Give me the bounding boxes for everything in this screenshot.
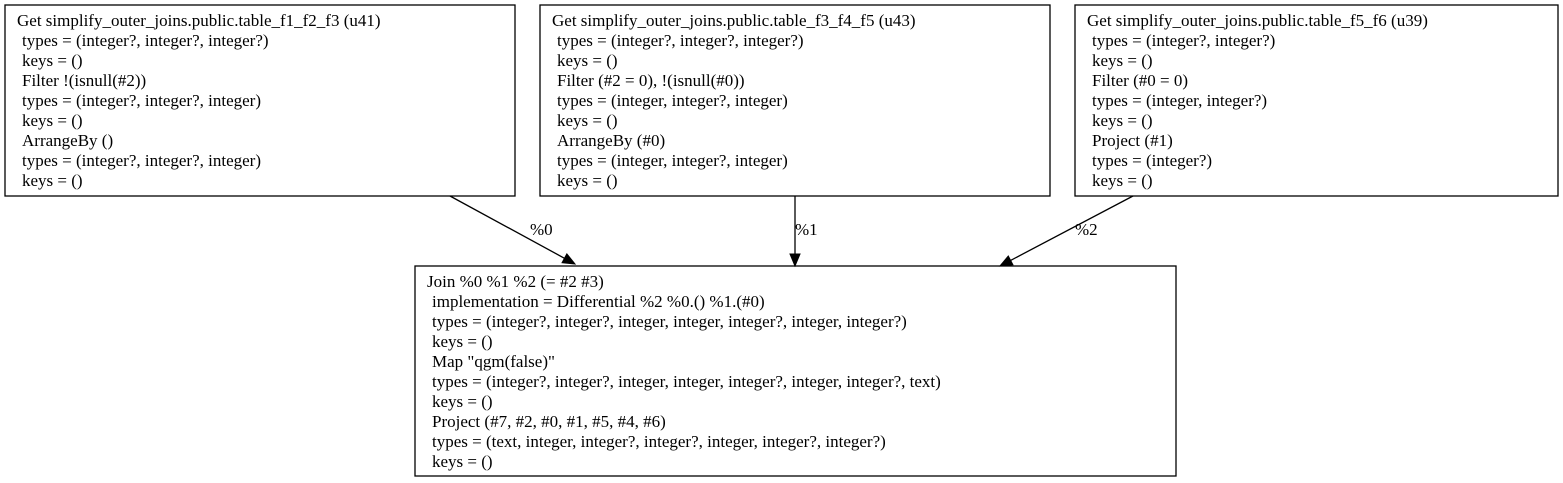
node-line: types = (integer?, integer?, integer)	[22, 91, 261, 110]
node-line: keys = ()	[557, 111, 618, 130]
node-line: keys = ()	[432, 452, 493, 471]
node-line: types = (integer?, integer?, integer, in…	[432, 312, 907, 331]
edge	[1010, 195, 1134, 261]
node-line: keys = ()	[22, 51, 83, 70]
node-line: keys = ()	[22, 171, 83, 190]
arrowhead	[561, 252, 577, 265]
node-title: Get simplify_outer_joins.public.table_f1…	[17, 11, 381, 30]
node-line: ArrangeBy (#0)	[557, 131, 665, 150]
node-line: keys = ()	[557, 51, 618, 70]
edge	[449, 195, 565, 259]
node-line: types = (integer, integer?, integer)	[557, 151, 788, 170]
node-line: types = (integer, integer?, integer)	[557, 91, 788, 110]
node-title: Join %0 %1 %2 (= #2 #3)	[427, 272, 604, 291]
node-line: Map "qgm(false)"	[432, 352, 555, 371]
node-line: keys = ()	[557, 171, 618, 190]
node-line: keys = ()	[432, 332, 493, 351]
node-line: Filter (#2 = 0), !(isnull(#0))	[557, 71, 745, 90]
node-box	[1074, 4, 1559, 197]
node-line: types = (integer?, integer?, integer?)	[557, 31, 804, 50]
edge-label: %2	[1075, 220, 1098, 239]
node-line: types = (integer?)	[1092, 151, 1212, 170]
node-line: types = (integer?, integer?)	[1092, 31, 1275, 50]
node-line: keys = ()	[1092, 111, 1153, 130]
node-title: Get simplify_outer_joins.public.table_f5…	[1087, 11, 1428, 30]
node-line: types = (integer?, integer?, integer?)	[22, 31, 269, 50]
node-box	[4, 4, 516, 197]
arrowhead	[998, 255, 1014, 267]
node-line: types = (integer, integer?)	[1092, 91, 1267, 110]
node-line: ArrangeBy ()	[22, 131, 113, 150]
node-title: Get simplify_outer_joins.public.table_f3…	[552, 11, 916, 30]
node-line: Filter (#0 = 0)	[1092, 71, 1188, 90]
node-line: keys = ()	[22, 111, 83, 130]
node-line: Filter !(isnull(#2))	[22, 71, 146, 90]
node-line: keys = ()	[432, 392, 493, 411]
node-line: types = (text, integer, integer?, intege…	[432, 432, 886, 451]
node-line: Project (#7, #2, #0, #1, #5, #4, #6)	[432, 412, 666, 431]
arrowhead	[789, 253, 801, 268]
edge-label: %1	[795, 220, 818, 239]
node-line: keys = ()	[1092, 51, 1153, 70]
edge-label: %0	[530, 220, 553, 239]
node-line: implementation = Differential %2 %0.() %…	[432, 292, 765, 311]
node-line: Project (#1)	[1092, 131, 1173, 150]
node-line: types = (integer?, integer?, integer, in…	[432, 372, 941, 391]
node-box	[414, 265, 1177, 477]
node-line: keys = ()	[1092, 171, 1153, 190]
node-box	[539, 4, 1051, 197]
node-line: types = (integer?, integer?, integer)	[22, 151, 261, 170]
